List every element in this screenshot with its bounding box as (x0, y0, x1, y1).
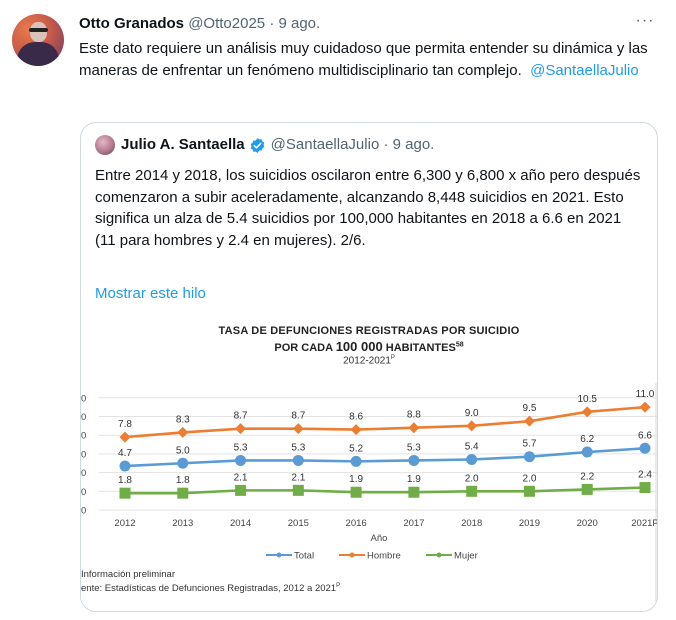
svg-text:2013: 2013 (172, 518, 193, 529)
line-chart: 0 0 0 0 0 0 0 2012 2013 2014 2015 2016 2017 2018 2019 2… (81, 383, 657, 611)
show-thread-link[interactable]: Mostrar este hilo (95, 285, 206, 302)
svg-text:2.1: 2.1 (234, 472, 248, 483)
svg-text:2019: 2019 (519, 518, 540, 529)
quoted-tweet-text: Entre 2014 y 2018, los suicidios oscilar… (95, 167, 641, 249)
svg-text:2.2: 2.2 (580, 471, 594, 482)
svg-text:2017: 2017 (403, 518, 424, 529)
chart-title-line1: Tasa de defunciones registradas por suic… (218, 325, 520, 337)
svg-text:0: 0 (81, 449, 86, 460)
svg-text:2.1: 2.1 (291, 472, 305, 483)
svg-text:1.8: 1.8 (176, 475, 190, 486)
svg-text:2018: 2018 (461, 518, 482, 529)
svg-text:2020: 2020 (577, 518, 598, 529)
verified-badge-icon (250, 137, 264, 153)
chart-image[interactable]: Tasa de defunciones registradas por suic… (81, 313, 657, 611)
quoted-tweet-header: Julio A. Santaella @SantaellaJulio · 9 a… (95, 135, 434, 155)
svg-text:5.3: 5.3 (407, 442, 421, 453)
more-options-icon[interactable]: ··· (635, 12, 655, 29)
svg-text:2014: 2014 (230, 518, 251, 529)
chart-subtitle: 2012-2021P (343, 355, 395, 367)
svg-text:Hombre: Hombre (367, 551, 401, 562)
author-name[interactable]: Otto Granados (79, 15, 185, 32)
quoted-author-name[interactable]: Julio A. Santaella (121, 136, 245, 153)
svg-text:5.0: 5.0 (176, 445, 190, 456)
svg-text:6.2: 6.2 (580, 434, 594, 445)
svg-text:8.3: 8.3 (176, 414, 190, 425)
svg-text:10.5: 10.5 (577, 394, 597, 405)
svg-text:0: 0 (81, 431, 86, 442)
svg-text:8.7: 8.7 (234, 411, 248, 422)
tweet-body: Este dato requiere un análisis muy cuida… (79, 40, 648, 79)
svg-text:6.6: 6.6 (638, 430, 652, 441)
svg-text:5.3: 5.3 (291, 442, 305, 453)
svg-text:2012: 2012 (114, 518, 135, 529)
svg-text:1.8: 1.8 (118, 475, 132, 486)
tweet-date[interactable]: 9 ago. (278, 15, 321, 32)
svg-text:0: 0 (81, 468, 86, 479)
separator: · (383, 136, 389, 153)
tweet-header: Otto Granados @Otto2025 · 9 ago. (79, 14, 320, 34)
svg-text:5.4: 5.4 (465, 442, 479, 453)
svg-text:0: 0 (81, 412, 86, 423)
svg-text:1.9: 1.9 (349, 474, 363, 485)
svg-text:11.0: 11.0 (636, 389, 655, 400)
author-avatar[interactable] (12, 14, 64, 66)
svg-text:9.5: 9.5 (522, 403, 536, 414)
chart-footnote-preliminary: Información preliminar (81, 569, 175, 580)
chart-footnote-source: ente: Estadísticas de Defunciones Regist… (81, 583, 341, 595)
svg-text:5.3: 5.3 (234, 442, 248, 453)
mention-link[interactable]: @SantaellaJulio (530, 61, 639, 79)
svg-text:2.4: 2.4 (638, 470, 652, 481)
separator: · (269, 15, 275, 32)
quoted-author-avatar[interactable] (95, 135, 115, 155)
svg-text:4.7: 4.7 (118, 448, 132, 459)
svg-text:Mujer: Mujer (454, 551, 478, 562)
svg-text:0: 0 (81, 487, 86, 498)
author-handle[interactable]: @Otto2025 (188, 15, 266, 32)
svg-text:5.2: 5.2 (349, 443, 363, 454)
svg-text:Total: Total (294, 551, 314, 562)
svg-text:8.7: 8.7 (291, 411, 305, 422)
svg-text:0: 0 (81, 393, 86, 404)
svg-text:2021P: 2021P (631, 518, 657, 529)
svg-text:5.7: 5.7 (522, 439, 536, 450)
svg-text:9.0: 9.0 (465, 408, 479, 419)
svg-text:2.0: 2.0 (522, 473, 536, 484)
svg-text:2015: 2015 (288, 518, 309, 529)
tweet-text: Este dato requiere un análisis muy cuida… (79, 38, 649, 81)
svg-text:1.9: 1.9 (407, 474, 421, 485)
svg-text:8.8: 8.8 (407, 410, 421, 421)
chart-title-line2: por cada 100 000 habitantes58 (274, 339, 464, 354)
svg-text:2016: 2016 (346, 518, 367, 529)
quoted-tweet-date[interactable]: 9 ago. (392, 136, 435, 153)
quoted-author-handle[interactable]: @SantaellaJulio (270, 136, 380, 153)
svg-text:8.6: 8.6 (349, 412, 363, 423)
svg-text:Año: Año (371, 533, 388, 544)
svg-text:2.0: 2.0 (465, 473, 479, 484)
quoted-tweet[interactable]: Julio A. Santaella @SantaellaJulio · 9 a… (80, 122, 658, 612)
svg-text:7.8: 7.8 (118, 419, 132, 430)
svg-text:0: 0 (81, 506, 86, 517)
